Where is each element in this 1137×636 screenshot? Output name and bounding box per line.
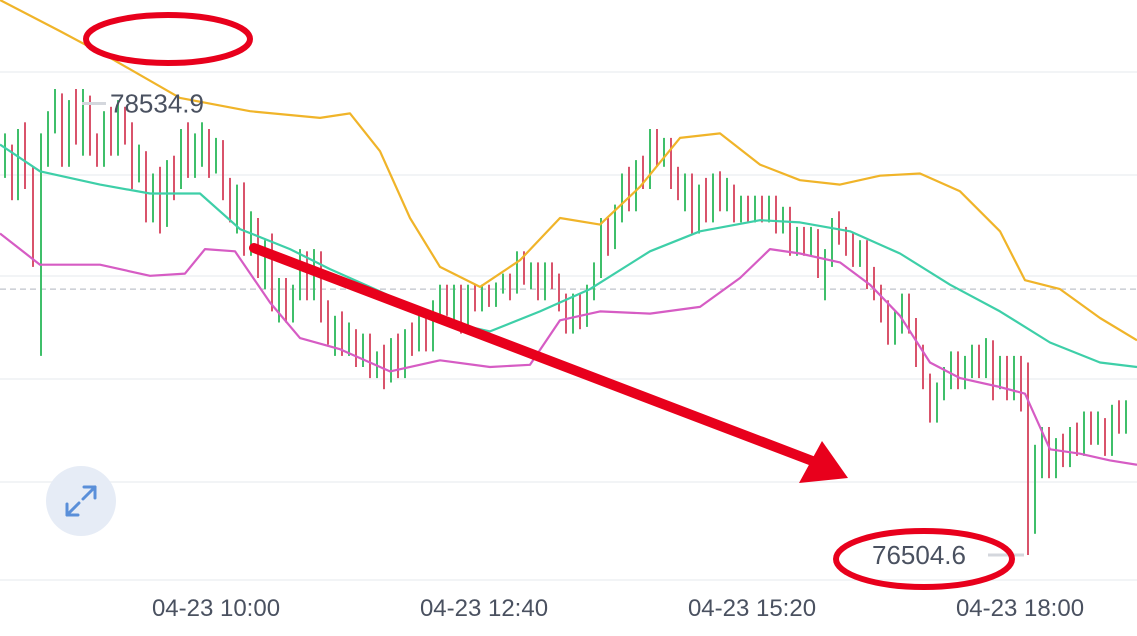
fullscreen-button[interactable] <box>46 466 116 536</box>
bollinger-middle-line <box>0 143 1137 369</box>
annotation-layer <box>83 12 1015 590</box>
bollinger-upper-line <box>0 0 1137 342</box>
high-price-label: 78534.9 <box>110 88 204 118</box>
trend-arrow-head <box>799 441 848 483</box>
high-annotation-circle <box>83 12 253 66</box>
x-tick-label: 04-23 15:20 <box>688 595 816 622</box>
x-tick-label: 04-23 12:40 <box>420 595 548 622</box>
low-price-label: 76504.6 <box>872 540 966 570</box>
expand-icon <box>65 485 97 517</box>
trend-arrow-shaft <box>249 243 820 467</box>
x-axis: 04-23 10:00 04-23 12:40 04-23 15:20 04-2… <box>152 595 1084 622</box>
x-tick-label: 04-23 10:00 <box>152 595 280 622</box>
bollinger-lower-line <box>0 232 1137 466</box>
low-annotation-circle <box>833 528 1015 590</box>
x-tick-label: 04-23 18:00 <box>956 595 1084 622</box>
bollinger-bands <box>0 0 1137 466</box>
grid-lines <box>0 71 1137 581</box>
candles <box>4 89 1127 555</box>
